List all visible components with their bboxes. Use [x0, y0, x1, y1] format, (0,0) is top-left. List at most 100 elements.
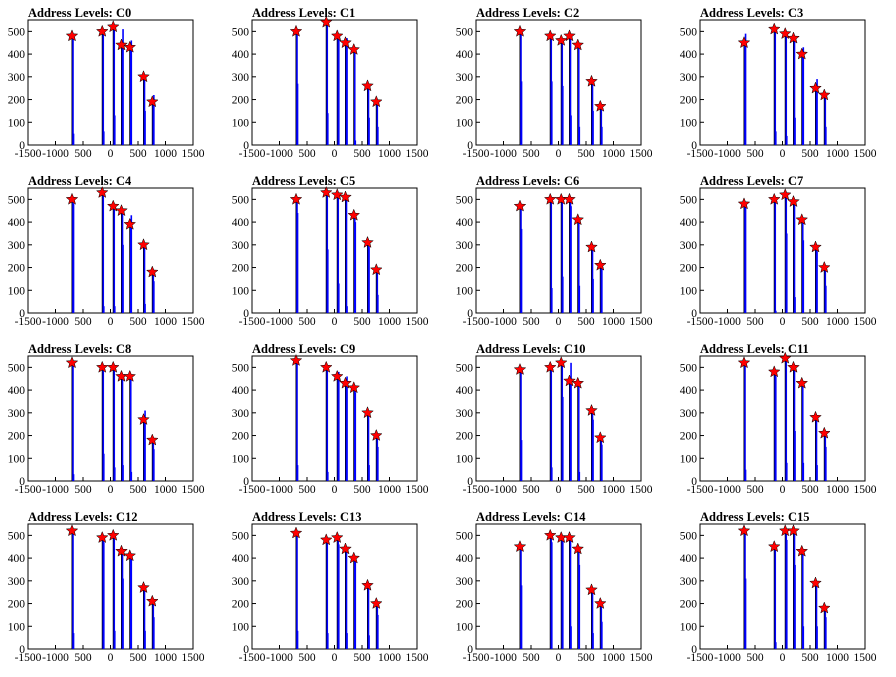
- x-tick-label: 500: [298, 316, 316, 328]
- y-tick-label: 300: [456, 408, 474, 420]
- x-tick-label: 0: [556, 148, 562, 160]
- peak-star-marker: [319, 15, 333, 28]
- peak-star-marker: [767, 192, 781, 205]
- y-tick-label: 500: [680, 530, 698, 542]
- peak-star-marker: [571, 376, 585, 389]
- x-tick-label: 1500: [406, 484, 429, 496]
- peak-star-marker: [795, 47, 809, 60]
- peak-star-marker: [571, 542, 585, 555]
- peak-star-marker: [737, 197, 751, 210]
- plot-frame: [699, 19, 866, 146]
- x-tick-label: 500: [746, 652, 764, 664]
- peak-star-marker: [347, 381, 361, 394]
- y-tick-label: 400: [232, 553, 250, 565]
- y-tick-label: 0: [243, 308, 249, 320]
- y-tick-label: 500: [456, 362, 474, 374]
- peak-star-marker: [767, 540, 781, 553]
- chart-title: Address Levels: C14: [476, 510, 586, 524]
- y-tick-label: 100: [680, 117, 698, 129]
- x-tick-label: 500: [74, 484, 92, 496]
- chart-title: Address Levels: C8: [28, 342, 131, 356]
- y-tick-label: 200: [456, 263, 474, 275]
- plot-frame: [699, 355, 866, 482]
- x-tick-label: -1500: [239, 148, 266, 160]
- peak-star-marker: [319, 185, 333, 198]
- x-tick-label: 0: [780, 316, 786, 328]
- chart-title: Address Levels: C13: [252, 510, 362, 524]
- chart-title: Address Levels: C5: [252, 174, 355, 188]
- y-tick-label: 500: [680, 194, 698, 206]
- x-tick-label: -1500: [463, 316, 490, 328]
- y-tick-label: 0: [243, 644, 249, 656]
- y-tick-label: 100: [456, 621, 474, 633]
- peak-star-marker: [737, 36, 751, 49]
- peak-star-marker: [593, 99, 607, 112]
- y-tick-label: 400: [456, 217, 474, 229]
- chart-panel: Address Levels: C2 0 100 200 300 400 500 -1500-…: [456, 6, 653, 160]
- y-tick-label: 100: [456, 453, 474, 465]
- x-tick-label: -1500: [463, 148, 490, 160]
- y-tick-label: 400: [8, 385, 26, 397]
- y-tick-label: 100: [456, 117, 474, 129]
- peak-star-marker: [115, 544, 128, 557]
- x-tick-label: 500: [74, 148, 92, 160]
- x-tick-label: 500: [577, 652, 595, 664]
- plot-frame: [27, 355, 194, 482]
- x-tick-label: -1000: [42, 652, 69, 664]
- peak-star-marker: [787, 524, 800, 537]
- y-tick-label: 200: [232, 263, 250, 275]
- x-tick-label: 500: [801, 316, 819, 328]
- y-tick-label: 200: [232, 431, 250, 443]
- peak-star-marker: [513, 24, 527, 37]
- x-tick-label: 500: [801, 148, 819, 160]
- chart-panel: Address Levels: C3 0 100 200 300 400 500 -1500-…: [680, 6, 877, 160]
- peak-star-marker: [65, 356, 79, 369]
- y-tick-label: 100: [8, 621, 26, 633]
- y-tick-label: 500: [8, 26, 26, 38]
- peak-star-marker: [330, 530, 344, 544]
- peak-star-marker: [361, 235, 374, 248]
- x-tick-label: 1000: [602, 148, 625, 160]
- y-tick-label: 300: [8, 72, 26, 84]
- chart-title: Address Levels: C4: [28, 174, 132, 188]
- y-tick-label: 500: [232, 26, 250, 38]
- y-tick-label: 300: [8, 408, 26, 420]
- x-tick-label: -1000: [42, 316, 69, 328]
- y-tick-label: 300: [232, 408, 250, 420]
- x-tick-label: 1500: [630, 148, 653, 160]
- y-tick-label: 0: [467, 140, 473, 152]
- x-tick-label: 0: [780, 652, 786, 664]
- peak-star-marker: [369, 263, 383, 276]
- x-tick-label: 500: [129, 148, 147, 160]
- x-tick-label: -1000: [490, 652, 517, 664]
- chart-title: Address Levels: C2: [476, 6, 579, 20]
- y-tick-label: 200: [456, 599, 474, 611]
- x-tick-label: -1000: [714, 316, 741, 328]
- peak-star-marker: [369, 95, 383, 108]
- y-tick-label: 300: [680, 240, 698, 252]
- y-tick-label: 300: [232, 240, 250, 252]
- peak-star-marker: [795, 544, 809, 557]
- x-tick-label: 1500: [182, 652, 205, 664]
- x-tick-label: 500: [801, 484, 819, 496]
- peak-star-marker: [145, 265, 159, 278]
- peak-star-marker: [361, 406, 374, 419]
- y-tick-label: 500: [680, 26, 698, 38]
- y-tick-label: 400: [232, 49, 250, 61]
- y-tick-label: 100: [680, 621, 698, 633]
- peak-star-marker: [289, 24, 303, 37]
- y-tick-label: 300: [680, 408, 698, 420]
- y-tick-label: 300: [8, 576, 26, 588]
- plot-frame: [699, 523, 866, 650]
- peak-star-marker: [795, 213, 809, 226]
- plot-frame: [251, 523, 418, 650]
- x-tick-label: 500: [522, 484, 540, 496]
- peak-star-marker: [593, 431, 607, 444]
- plot-frame: [27, 523, 194, 650]
- x-tick-label: -1000: [490, 316, 517, 328]
- x-tick-label: -1000: [266, 316, 293, 328]
- x-tick-label: 500: [129, 652, 147, 664]
- x-tick-label: 0: [332, 148, 338, 160]
- x-tick-label: 0: [556, 652, 562, 664]
